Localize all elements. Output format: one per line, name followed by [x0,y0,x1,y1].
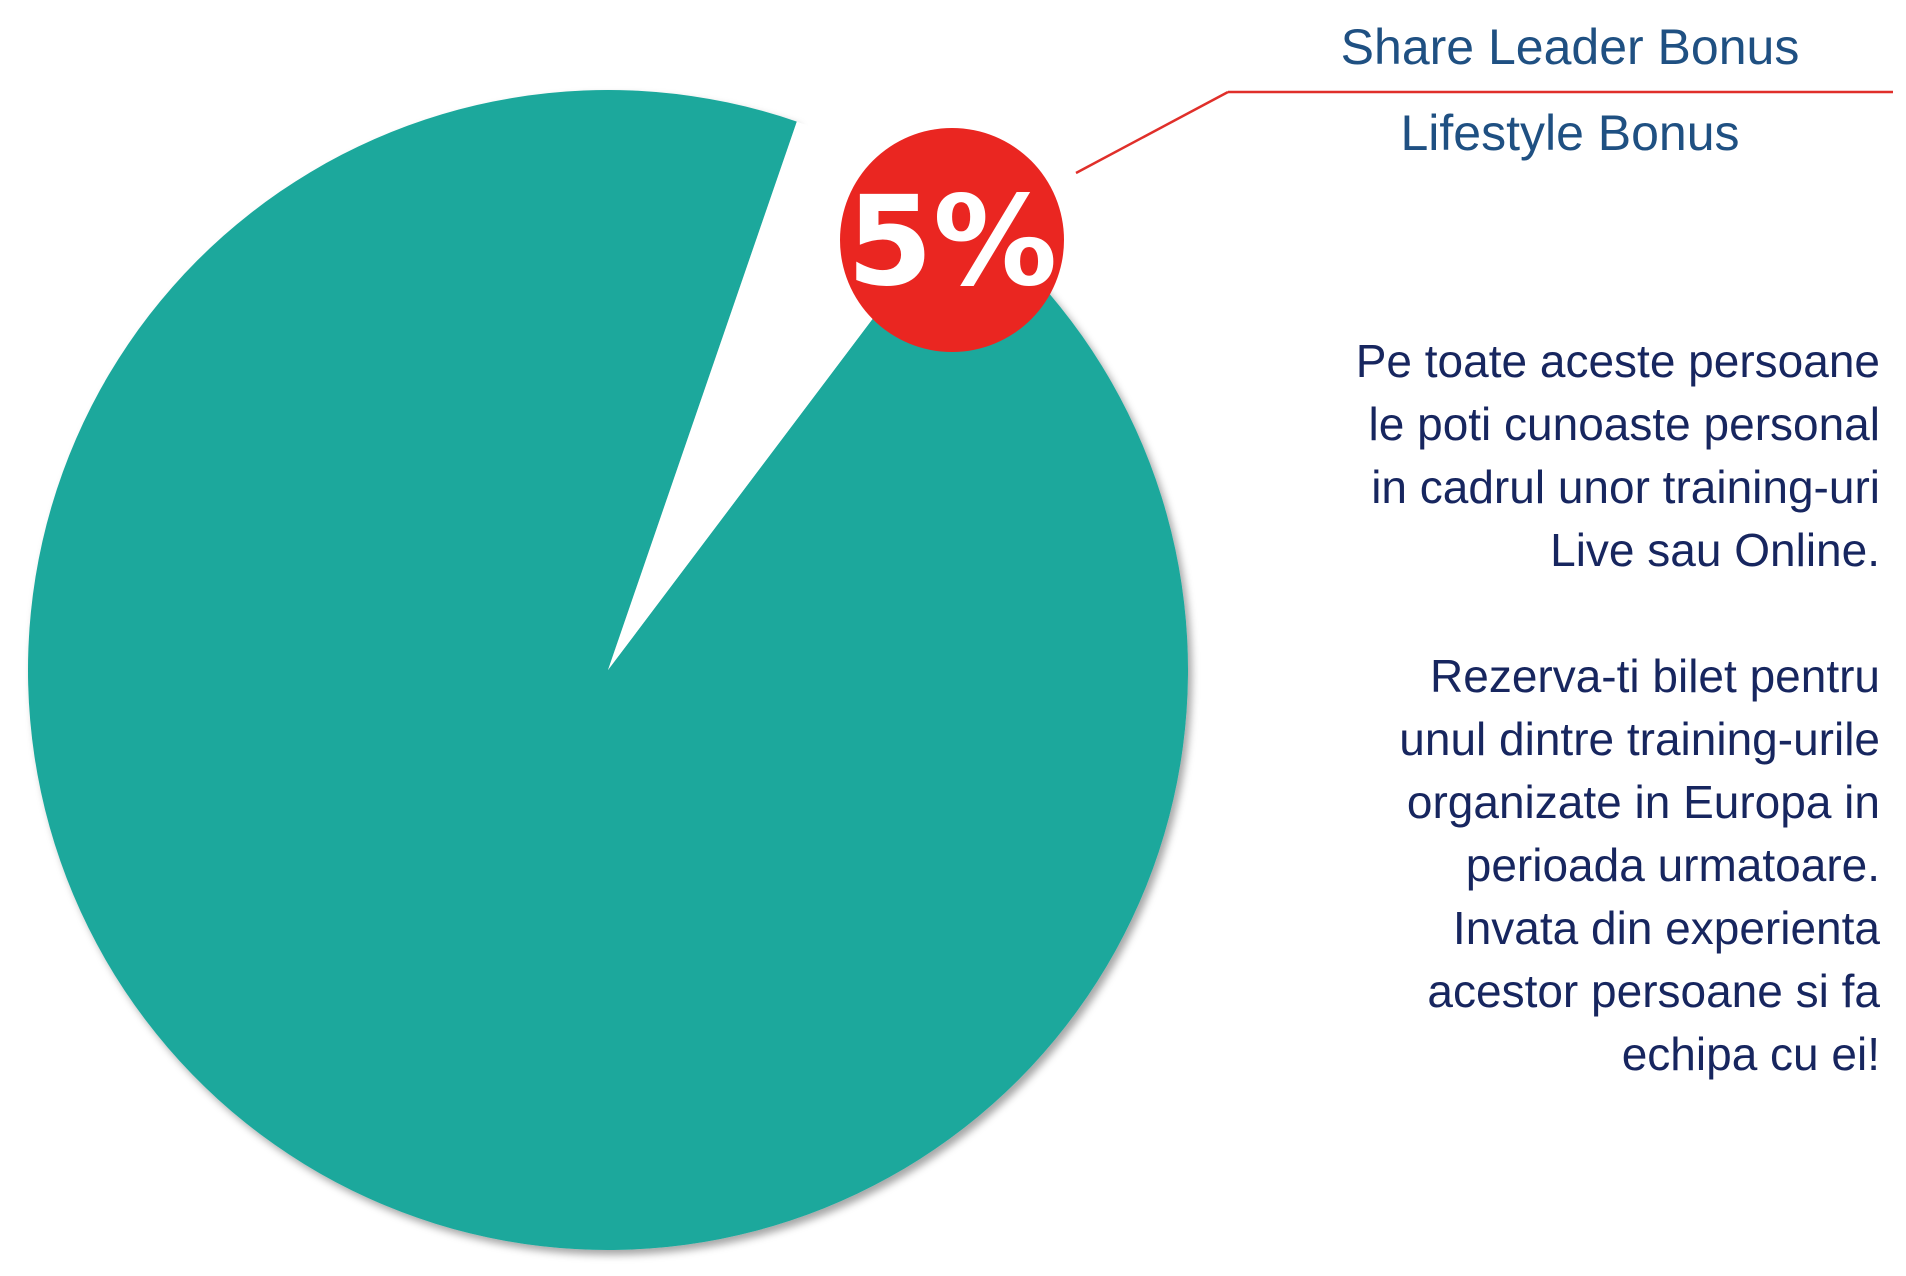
percent-label-badge: 5% [840,128,1064,352]
description-paragraph-1: Pe toate aceste persoane le poti cunoast… [1355,335,1880,576]
percent-label: 5% [847,170,1058,314]
legend-item-lifestyle-bonus: Lifestyle Bonus [1400,105,1740,161]
description-panel: Pe toate aceste persoane le poti cunoast… [1160,330,1880,1086]
description-paragraph-2: Rezerva-ti bilet pentru unul dintre trai… [1399,650,1880,1080]
pie-slice-share-leader-bonus [28,90,1189,1250]
legend-item-share-leader-bonus: Share Leader Bonus [1340,19,1800,75]
leader-line [1075,90,1229,175]
